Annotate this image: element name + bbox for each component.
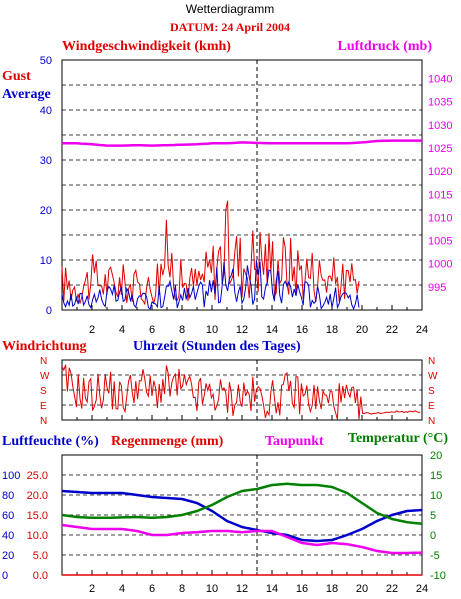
humidity-tick-label: 40 xyxy=(2,530,14,542)
x-tick-label: 14 xyxy=(266,324,278,336)
humidity-tick-label: 80 xyxy=(2,490,14,502)
y-tick-label: 50 xyxy=(40,55,52,67)
x-tick-label: 4 xyxy=(119,324,125,336)
dewpoint-title: Taupunkt xyxy=(265,434,324,449)
x-tick-label: 4 xyxy=(119,583,125,595)
y2-tick-label: 1015 xyxy=(428,189,452,201)
x-tick-label: 24 xyxy=(416,583,428,595)
y-tick-label: 30 xyxy=(40,155,52,167)
direction-label-right: E xyxy=(428,401,435,412)
wind-speed-title: Windgeschwindigkeit (kmh) xyxy=(62,39,231,54)
x-tick-label: 16 xyxy=(296,324,308,336)
gust-label: Gust xyxy=(2,69,31,84)
humidity-tick-label: 0 xyxy=(2,570,8,582)
temp-tick-label: 0 xyxy=(430,530,436,542)
chart-title: Wetterdiagramm xyxy=(186,2,274,16)
wind-direction-series xyxy=(61,364,421,420)
x-tick-label: 22 xyxy=(386,583,398,595)
direction-label-left: N xyxy=(40,356,47,367)
y2-tick-label: 1010 xyxy=(428,212,452,224)
climate-panel: 0 20 40 60 80 100 0.0 5.0 10.0 15.0 20.0 25.0 -10 -5 0… xyxy=(2,450,446,595)
rain-tick-label: 15.0 xyxy=(27,510,48,522)
x-axis-title: Uhrzeit (Stunden des Tages) xyxy=(133,339,301,354)
wind-direction-title: Windrichtung xyxy=(2,339,87,354)
x-tick-label: 6 xyxy=(149,324,155,336)
y-tick-label: 20 xyxy=(40,205,52,217)
y-tick-label: 10 xyxy=(40,255,52,267)
average-series xyxy=(61,260,360,311)
temperature-series xyxy=(61,482,423,526)
x-tick-label: 10 xyxy=(206,583,218,595)
wind-panel: 0102030405099510001005101010151020102510… xyxy=(40,55,453,336)
direction-label-right: N xyxy=(428,416,435,427)
y2-tick-label: 1035 xyxy=(428,97,452,109)
y-tick-label: 0 xyxy=(46,305,52,317)
dewpoint-series xyxy=(61,523,423,555)
direction-label-left: S xyxy=(40,386,47,397)
y2-tick-label: 1025 xyxy=(428,143,452,155)
temp-tick-label: -5 xyxy=(430,550,440,562)
direction-panel: N NW WS SE EN N xyxy=(40,356,438,427)
humidity-series xyxy=(61,489,423,543)
y2-tick-label: 1020 xyxy=(428,166,452,178)
temp-tick-label: 10 xyxy=(430,490,442,502)
rain-tick-label: 10.0 xyxy=(27,530,48,542)
y2-tick-label: 1030 xyxy=(428,120,452,132)
date-label: DATUM: 24 April 2004 xyxy=(170,20,290,34)
x-tick-label: 20 xyxy=(356,583,368,595)
plot-frame xyxy=(61,454,423,576)
rain-tick-label: 5.0 xyxy=(33,550,48,562)
plot-frame xyxy=(61,359,423,421)
y2-tick-label: 995 xyxy=(428,282,446,294)
x-tick-label: 20 xyxy=(356,324,368,336)
direction-label-right: S xyxy=(428,386,435,397)
temp-tick-label: -10 xyxy=(430,570,446,582)
rain-tick-label: 0.0 xyxy=(33,570,48,582)
rain-tick-label: 25.0 xyxy=(27,470,48,482)
humidity-tick-label: 20 xyxy=(2,550,14,562)
direction-label-left: N xyxy=(40,416,47,427)
x-tick-label: 16 xyxy=(296,583,308,595)
rain-title: Regenmenge (mm) xyxy=(111,434,224,449)
y-tick-label: 40 xyxy=(40,105,52,117)
x-tick-label: 24 xyxy=(416,324,428,336)
x-tick-label: 12 xyxy=(236,583,248,595)
humidity-tick-label: 60 xyxy=(2,510,14,522)
temp-tick-label: 15 xyxy=(430,470,442,482)
x-tick-label: 8 xyxy=(179,324,185,336)
pressure-title: Luftdruck (mb) xyxy=(337,39,432,54)
x-tick-label: 2 xyxy=(89,324,95,336)
x-tick-label: 14 xyxy=(266,583,278,595)
x-tick-label: 6 xyxy=(149,583,155,595)
pressure-series xyxy=(62,139,422,147)
temperature-title: Temperatur (°C) xyxy=(348,431,448,446)
plot-frame xyxy=(61,59,423,311)
x-tick-label: 12 xyxy=(236,324,248,336)
direction-label-left: E xyxy=(40,401,47,412)
y2-tick-label: 1040 xyxy=(428,74,452,86)
temp-tick-label: 5 xyxy=(430,510,436,522)
rain-tick-label: 20.0 xyxy=(27,490,48,502)
x-tick-label: 10 xyxy=(206,324,218,336)
x-tick-label: 22 xyxy=(386,324,398,336)
direction-label-right: W xyxy=(428,371,438,382)
temp-tick-label: 20 xyxy=(430,450,442,462)
direction-label-right: N xyxy=(428,356,435,367)
y2-tick-label: 1000 xyxy=(428,259,452,271)
average-label: Average xyxy=(2,87,51,102)
x-tick-label: 8 xyxy=(179,583,185,595)
y2-tick-label: 1005 xyxy=(428,236,452,248)
humidity-tick-label: 100 xyxy=(2,470,20,482)
humidity-title: Luftfeuchte (%) xyxy=(2,434,99,449)
direction-label-left: W xyxy=(40,371,50,382)
gust-series xyxy=(61,200,360,306)
x-tick-label: 18 xyxy=(326,324,338,336)
x-tick-label: 2 xyxy=(89,583,95,595)
x-tick-label: 18 xyxy=(326,583,338,595)
